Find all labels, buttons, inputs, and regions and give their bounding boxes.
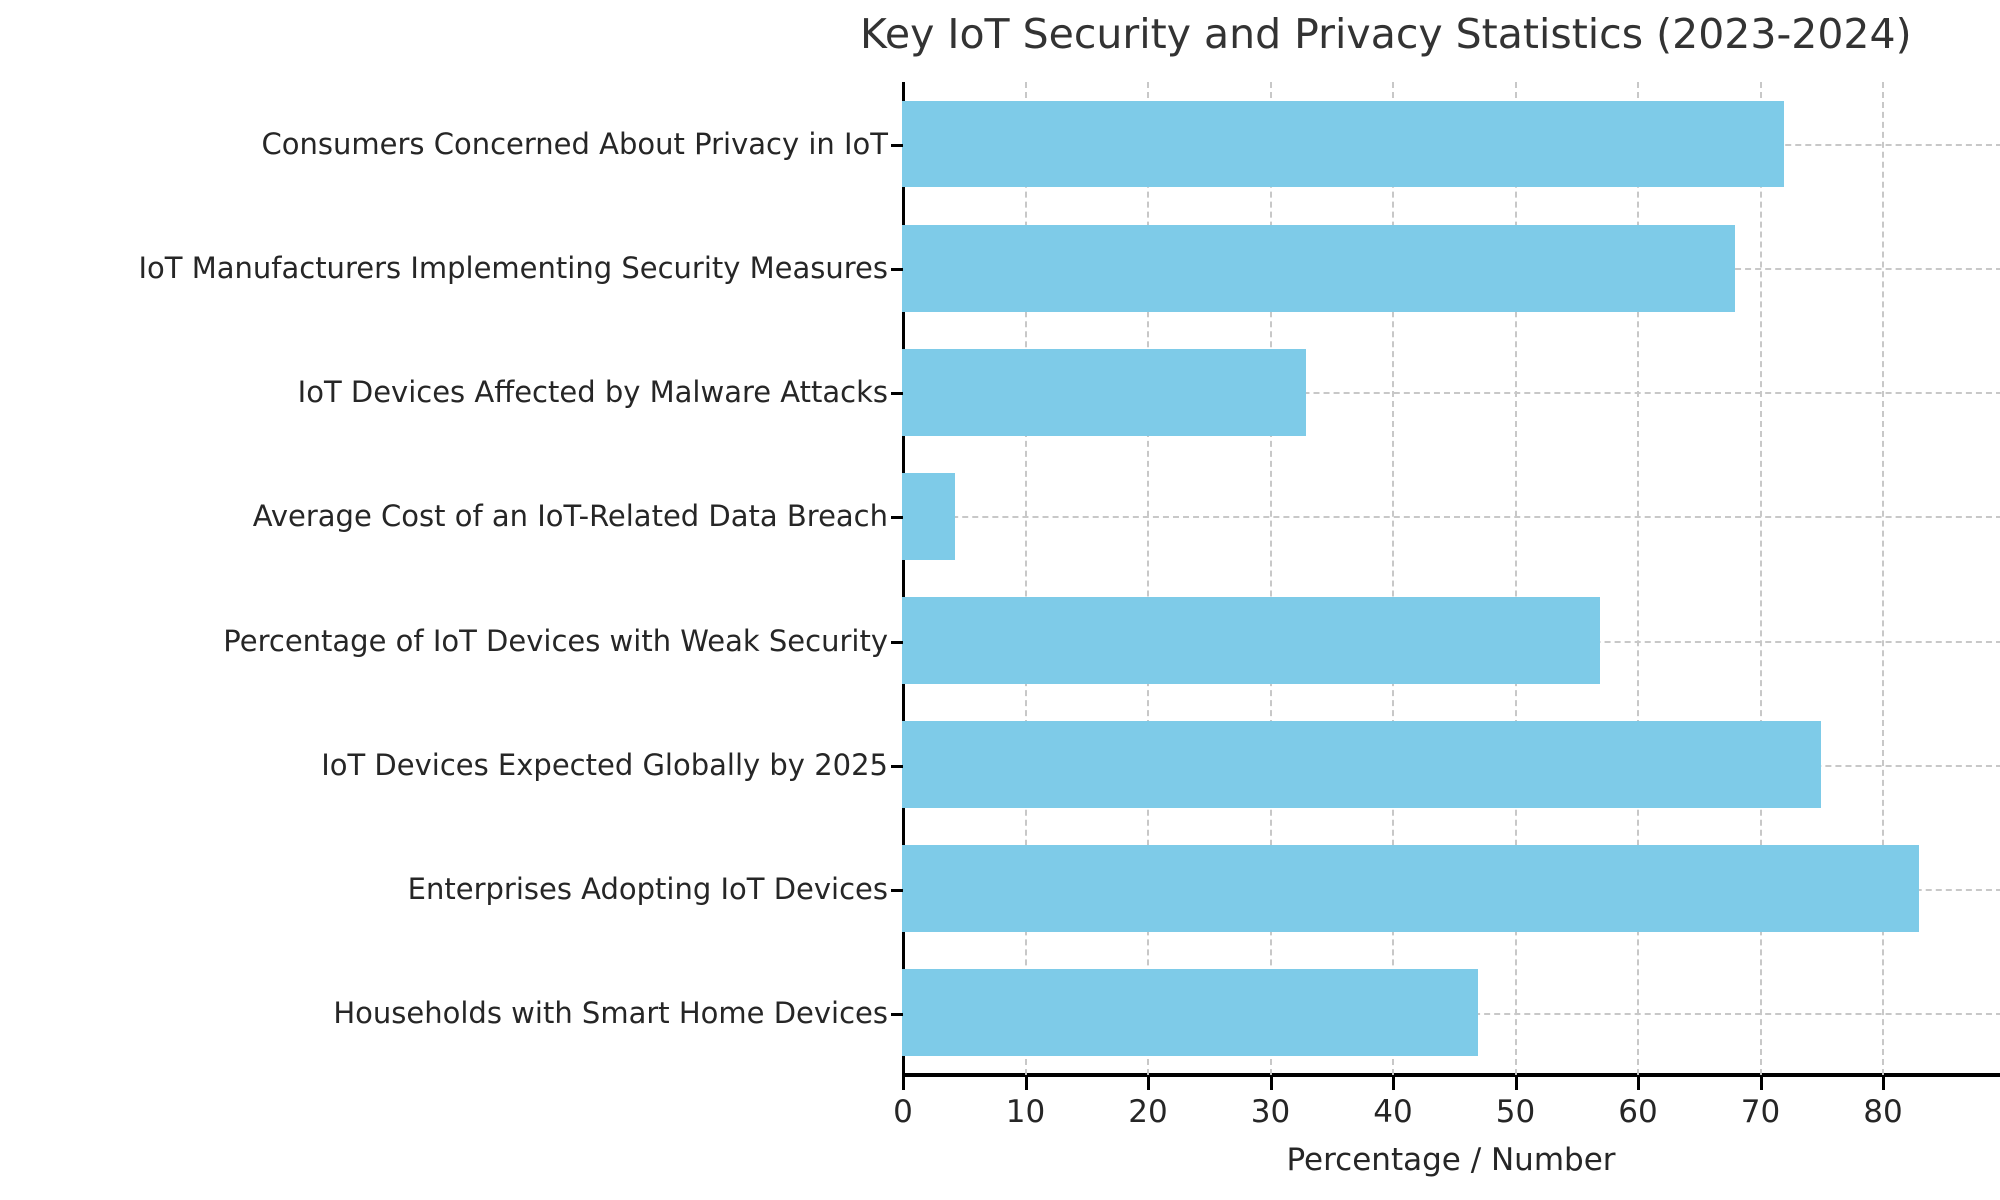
bar (902, 597, 1601, 684)
x-axis-label: Percentage / Number (1286, 1142, 1616, 1178)
y-axis-tick-label: Average Cost of an IoT-Related Data Brea… (252, 499, 888, 534)
y-axis-tick-mark (891, 144, 903, 148)
y-axis-tick-mark (891, 640, 903, 644)
bar (902, 472, 956, 560)
gridline-vertical (1759, 82, 1762, 1075)
gridline-vertical (1637, 82, 1639, 1075)
y-axis-tick-mark (891, 888, 903, 892)
y-axis-tick-label: IoT Devices Affected by Malware Attacks (297, 375, 888, 410)
x-axis-tick-label: 20 (1128, 1094, 1168, 1130)
y-axis-tick-label: Consumers Concerned About Privacy in IoT (261, 127, 888, 162)
y-axis-tick-mark (891, 1012, 903, 1016)
plot-area (902, 82, 2000, 1075)
x-axis-tick-mark (1024, 1077, 1028, 1090)
y-axis-tick-label: IoT Manufacturers Implementing Security … (138, 251, 888, 286)
x-axis-tick-label: 0 (893, 1094, 913, 1130)
gridline-vertical (1024, 82, 1027, 1075)
x-axis-tick-mark (1759, 1077, 1763, 1090)
x-axis-tick-mark (1392, 1077, 1395, 1090)
gridline-vertical (1147, 82, 1149, 1075)
x-axis-tick-mark (1147, 1077, 1150, 1090)
bar (902, 224, 1735, 312)
y-axis-tick-mark (891, 516, 903, 520)
bar (902, 845, 1919, 933)
y-axis-spine (902, 82, 905, 1077)
bar (902, 348, 1307, 436)
y-axis-tick-mark (891, 764, 903, 768)
x-axis-spine (902, 1073, 2000, 1077)
x-axis-tick-label: 80 (1863, 1094, 1903, 1130)
gridline-horizontal (902, 516, 2000, 519)
page-title: Key IoT Security and Privacy Statistics … (860, 10, 1912, 58)
x-axis-tick-label: 70 (1740, 1094, 1781, 1130)
x-axis-tick-label: 10 (1005, 1094, 1046, 1130)
bar (902, 969, 1478, 1057)
x-axis-tick-mark (902, 1077, 905, 1090)
y-axis-tick-mark (891, 392, 903, 396)
x-axis-tick-mark (1882, 1077, 1885, 1090)
gridline-horizontal (902, 392, 2000, 395)
gridline-vertical (1269, 82, 1272, 1075)
x-axis-tick-mark (1514, 1077, 1518, 1090)
gridline-vertical (1514, 82, 1517, 1075)
gridline-vertical (1392, 82, 1394, 1075)
y-axis-tick-mark (891, 268, 903, 272)
bar (902, 721, 1821, 809)
x-axis-tick-label: 50 (1495, 1094, 1536, 1130)
y-axis-tick-label: Percentage of IoT Devices with Weak Secu… (223, 623, 888, 658)
x-axis-tick-mark (1637, 1077, 1640, 1090)
x-axis-tick-mark (1269, 1077, 1273, 1090)
x-axis-tick-label: 40 (1373, 1094, 1413, 1130)
x-axis-tick-label: 60 (1618, 1094, 1658, 1130)
y-axis-tick-label: Households with Smart Home Devices (333, 995, 888, 1030)
y-axis-tick-label: IoT Devices Expected Globally by 2025 (321, 747, 888, 782)
y-axis-tick-label: Enterprises Adopting IoT Devices (407, 871, 888, 906)
bar (902, 100, 1784, 188)
gridline-vertical (1882, 82, 1884, 1075)
x-axis-tick-label: 30 (1250, 1094, 1291, 1130)
